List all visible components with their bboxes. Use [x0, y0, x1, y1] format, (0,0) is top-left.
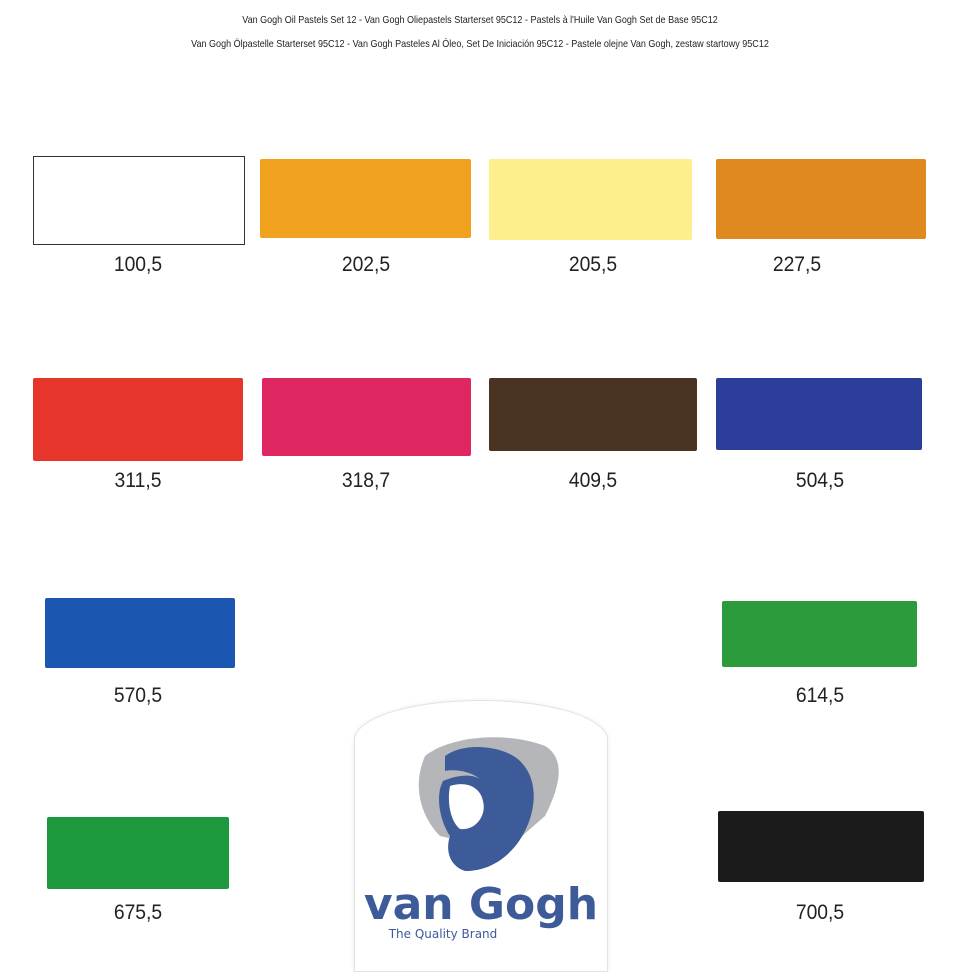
swatch-205-5 [489, 159, 692, 240]
swatch-409-5 [489, 378, 697, 451]
logo-portrait [439, 746, 534, 871]
swatch-label: 675,5 [113, 901, 163, 924]
logo-tagline: The Quality Brand [388, 927, 498, 941]
swatch-100-5 [33, 156, 245, 245]
swatch-label: 202,5 [341, 253, 391, 276]
swatch-202-5 [260, 159, 471, 238]
brand-logo-panel: van Gogh The Quality Brand [354, 700, 608, 972]
swatch-318-7 [262, 378, 471, 456]
swatch-227-5 [716, 159, 926, 239]
swatch-label: 227,5 [772, 253, 822, 276]
logo-brand: van Gogh [364, 879, 598, 930]
swatch-label: 570,5 [113, 684, 163, 707]
swatch-504-5 [716, 378, 922, 450]
title-line-1: Van Gogh Oil Pastels Set 12 - Van Gogh O… [242, 14, 718, 26]
swatch-700-5 [718, 811, 924, 882]
swatch-570-5 [45, 598, 235, 668]
swatch-311-5 [33, 378, 243, 461]
swatch-label: 318,7 [341, 469, 391, 492]
swatch-label: 100,5 [113, 253, 163, 276]
swatch-label: 205,5 [568, 253, 618, 276]
title-line-2: Van Gogh Ölpastelle Starterset 95C12 - V… [191, 38, 769, 50]
swatch-label: 409,5 [568, 469, 618, 492]
swatch-label: 504,5 [795, 469, 845, 492]
swatch-label: 614,5 [795, 684, 845, 707]
swatch-label: 700,5 [795, 901, 845, 924]
van-gogh-logo: van Gogh The Quality Brand [364, 737, 598, 941]
swatch-614-5 [722, 601, 917, 667]
swatch-675-5 [47, 817, 229, 889]
swatch-label: 311,5 [114, 469, 162, 492]
